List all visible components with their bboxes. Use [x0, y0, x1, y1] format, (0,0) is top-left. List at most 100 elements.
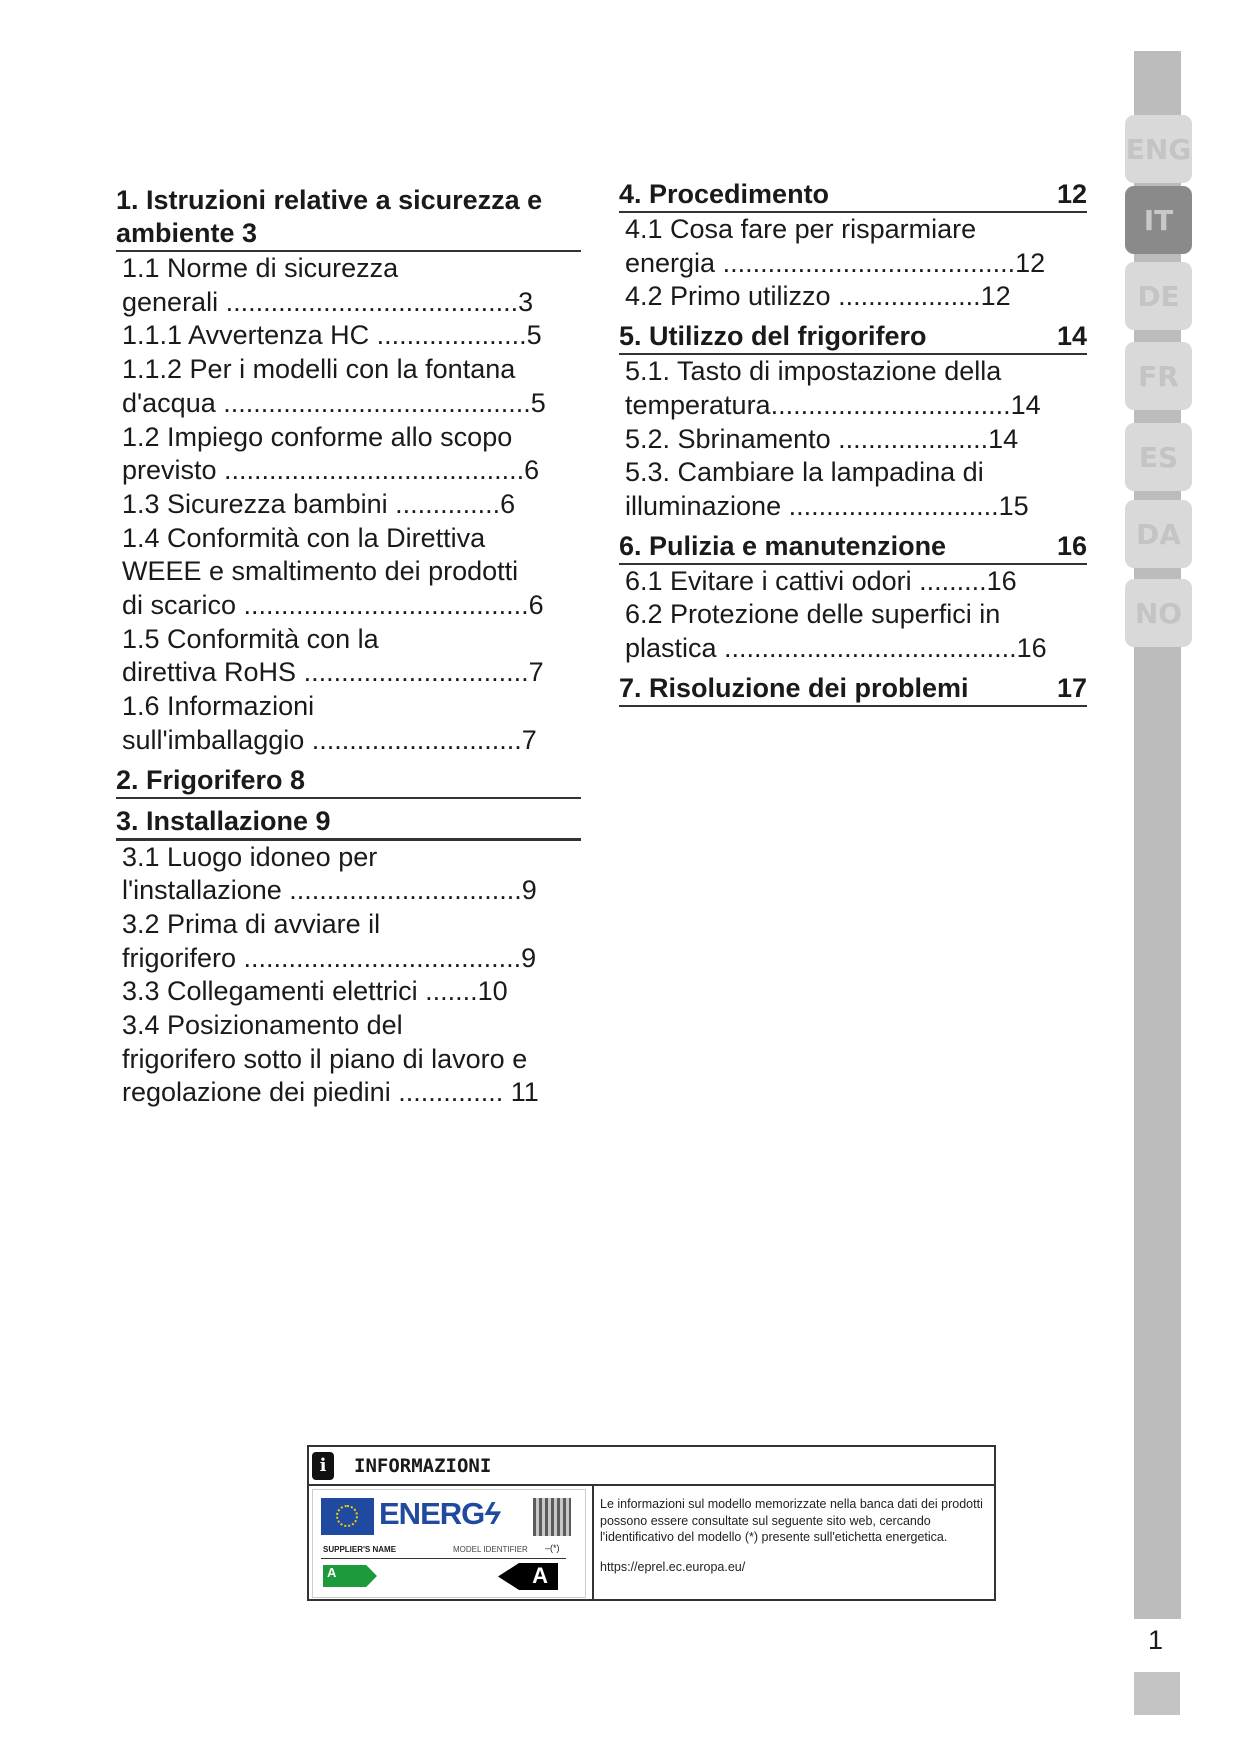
- toc-entry-line: 1.3 Sicurezza bambini ..............6: [122, 488, 516, 519]
- toc-entry-line: l'installazione ........................…: [122, 875, 537, 906]
- model-identifier: MODEL IDENTIFIER: [453, 1545, 528, 1554]
- toc-heading-title: 5. Utilizzo del frigorifero: [619, 321, 927, 352]
- toc-heading-line: 2. Frigorifero 8: [116, 764, 306, 795]
- toc-heading-line: 3. Installazione 9: [116, 805, 331, 836]
- toc-entry[interactable]: 3.2 Prima di avviare il frigorifero .....…: [116, 908, 591, 975]
- lightning-icon: ϟ: [484, 1496, 500, 1531]
- toc-entry[interactable]: 1.6 Informazioni sull'imballaggio .......…: [116, 690, 591, 757]
- info-description: Le informazioni sul modello memorizzate …: [600, 1497, 983, 1544]
- toc-entry-line: regolazione dei piedini .............. 1…: [122, 1077, 539, 1108]
- toc-heading[interactable]: 7. Risoluzione dei problemi 17: [619, 672, 1087, 707]
- energy-label: ENERGϟ SUPPLIER'S NAME MODEL IDENTIFIER …: [312, 1489, 586, 1598]
- language-tab-de[interactable]: DE: [1125, 262, 1192, 330]
- toc-heading[interactable]: 3. Installazione 9: [116, 805, 581, 841]
- toc-entry-line: 5.2. Sbrinamento ....................14: [625, 423, 1019, 454]
- toc-entry-line: generali ...............................…: [122, 286, 534, 317]
- toc-heading[interactable]: 2. Frigorifero 8: [116, 764, 581, 799]
- toc-entry[interactable]: 6.1 Evitare i cattivi odori .........16: [619, 565, 1087, 599]
- toc-entry-line: 1.1.1 Avvertenza HC ....................…: [122, 320, 542, 351]
- energy-brand: ENERGϟ: [379, 1496, 501, 1532]
- toc-heading[interactable]: 4. Procedimento 12: [619, 178, 1087, 213]
- toc-heading-title: 7. Risoluzione dei problemi: [619, 672, 969, 703]
- toc-left-column: 1. Istruzioni relative a sicurezza e ambi…: [116, 184, 591, 1110]
- language-tab-da[interactable]: DA: [1125, 500, 1192, 568]
- toc-entry[interactable]: 4.2 Primo utilizzo ...................12: [619, 280, 1087, 314]
- toc-entry-line: 3.2 Prima di avviare il: [122, 908, 381, 939]
- toc-heading-page: 16: [1056, 530, 1087, 561]
- toc-heading[interactable]: 6. Pulizia e manutenzione 16: [619, 530, 1087, 565]
- toc-entry[interactable]: 4.1 Cosa fare per risparmiare energia ...…: [619, 213, 1087, 280]
- toc-heading-page: 14: [1056, 321, 1087, 352]
- energy-label-cell: ENERGϟ SUPPLIER'S NAME MODEL IDENTIFIER …: [309, 1486, 594, 1601]
- toc-entry-line: sull'imballaggio .......................…: [122, 724, 537, 755]
- energy-brand-text: ENERG: [379, 1496, 485, 1531]
- info-box: i INFORMAZIONI ENERGϟ SUPPLIER'S NAME MO…: [307, 1445, 996, 1601]
- toc-entry[interactable]: 1.1.1 Avvertenza HC ....................…: [116, 319, 591, 353]
- info-header: i INFORMAZIONI: [309, 1447, 994, 1486]
- toc-entry[interactable]: 3.3 Collegamenti elettrici .......10: [116, 975, 591, 1009]
- toc-entry-line: 3.3 Collegamenti elettrici .......10: [122, 976, 508, 1007]
- toc-entry-line: temperatura.............................…: [625, 389, 1041, 420]
- toc-entry[interactable]: 1.5 Conformità con la direttiva RoHS ....…: [116, 623, 591, 690]
- toc-entry-line: 1.1 Norme di sicurezza: [122, 253, 399, 283]
- toc-entry-line: 6.1 Evitare i cattivi odori .........16: [625, 565, 1017, 596]
- language-tab-es[interactable]: ES: [1125, 423, 1192, 491]
- toc-entry-line: plastica ...............................…: [625, 633, 1047, 664]
- toc-heading[interactable]: 5. Utilizzo del frigorifero 14: [619, 320, 1087, 356]
- language-tab-fr[interactable]: FR: [1125, 342, 1192, 410]
- toc-entry-line: WEEE e smaltimento dei prodotti: [122, 556, 519, 587]
- energy-class-scale: A: [323, 1565, 377, 1587]
- toc-heading-line: ambiente 3: [116, 218, 258, 248]
- toc-entry-line: direttiva RoHS .........................…: [122, 657, 544, 688]
- toc-entry-line: 4.2 Primo utilizzo ...................12: [625, 281, 1011, 312]
- qr-code-icon: [533, 1498, 571, 1536]
- toc-entry[interactable]: 1.1 Norme di sicurezza generali .........…: [116, 252, 591, 319]
- toc-entry-line: 3.4 Posizionamento del: [122, 1010, 403, 1041]
- toc-entry-line: 1.6 Informazioni: [122, 691, 315, 722]
- language-tab-it[interactable]: IT: [1125, 186, 1192, 254]
- page-number: 1: [1148, 1625, 1164, 1655]
- toc-entry-line: 5.3. Cambiare la lampadina di: [625, 457, 984, 488]
- toc-entry[interactable]: 5.1. Tasto di impostazione della temperat…: [619, 355, 1087, 422]
- toc-entry[interactable]: 3.1 Luogo idoneo per l'installazione ....…: [116, 841, 591, 908]
- toc-entry[interactable]: 3.4 Posizionamento del frigorifero sotto …: [116, 1009, 591, 1110]
- toc-entry-line: 1.4 Conformità con la Direttiva: [122, 522, 486, 553]
- toc-entry-line: 5.1. Tasto di impostazione della: [625, 356, 1002, 387]
- energy-class-indicator: A: [498, 1563, 558, 1590]
- toc-entry[interactable]: 1.4 Conformità con la Direttiva WEEE e sm…: [116, 522, 591, 623]
- toc-heading-page: 17: [1056, 672, 1087, 703]
- toc-heading-title: 6. Pulizia e manutenzione: [619, 530, 947, 561]
- model-marker-text: (*): [550, 1543, 560, 1553]
- toc-entry-line: energia ................................…: [625, 247, 1046, 278]
- info-icon: i: [312, 1451, 334, 1480]
- toc-heading-page: 12: [1056, 179, 1087, 209]
- toc-entry-line: 3.1 Luogo idoneo per: [122, 841, 378, 872]
- toc-entry-line: frigorifero ............................…: [122, 942, 537, 973]
- supplier-name: SUPPLIER'S NAME: [323, 1545, 397, 1554]
- toc-right-column: 4. Procedimento 12 4.1 Cosa fare per rispa…: [619, 178, 1087, 707]
- toc-entry-line: frigorifero sotto il piano di lavoro e: [122, 1043, 528, 1074]
- toc-entry-line: illuminazione ..........................…: [625, 490, 1029, 521]
- toc-heading[interactable]: 1. Istruzioni relative a sicurezza e ambi…: [116, 184, 581, 252]
- toc-entry-line: d'acqua ................................…: [122, 387, 546, 418]
- footer-marker: [1134, 1672, 1180, 1715]
- toc-entry[interactable]: 1.1.2 Per i modelli con la fontana d'acqu…: [116, 353, 591, 420]
- label-divider: [321, 1558, 566, 1559]
- toc-entry[interactable]: 6.2 Protezione delle superfici in plastic…: [619, 598, 1087, 665]
- toc-entry[interactable]: 1.3 Sicurezza bambini ..............6: [116, 488, 591, 522]
- language-tab-no[interactable]: NO: [1125, 579, 1192, 647]
- toc-entry-line: di scarico .............................…: [122, 590, 544, 621]
- toc-entry[interactable]: 5.2. Sbrinamento ....................14: [619, 423, 1087, 457]
- eprel-link[interactable]: https://eprel.ec.europa.eu/: [600, 1559, 746, 1574]
- language-tab-eng[interactable]: ENG: [1125, 115, 1192, 183]
- toc-heading-line: 1. Istruzioni relative a sicurezza e: [116, 185, 543, 215]
- info-text-cell: Le informazioni sul modello memorizzate …: [594, 1486, 994, 1601]
- toc-entry-line: 4.1 Cosa fare per risparmiare: [625, 214, 977, 244]
- eu-flag-icon: [321, 1498, 374, 1535]
- toc-entry[interactable]: 5.3. Cambiare la lampadina di illuminazio…: [619, 456, 1087, 523]
- model-marker: –(*): [545, 1543, 560, 1553]
- toc-entry-line: 1.2 Impiego conforme allo scopo: [122, 421, 513, 452]
- toc-heading-title: 4. Procedimento: [619, 179, 830, 209]
- toc-entry[interactable]: 1.2 Impiego conforme allo scopo previsto …: [116, 421, 591, 488]
- toc-entry-line: 1.1.2 Per i modelli con la fontana: [122, 354, 516, 385]
